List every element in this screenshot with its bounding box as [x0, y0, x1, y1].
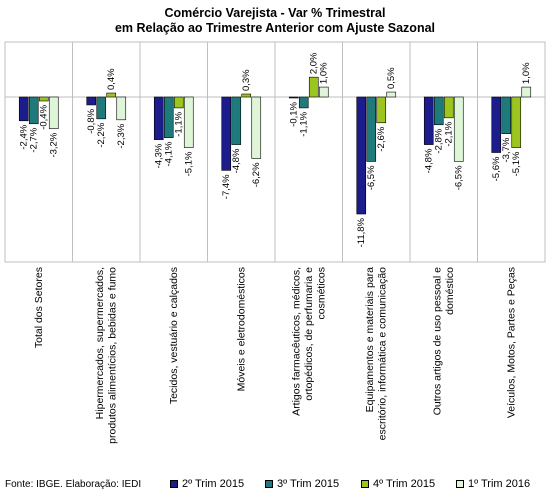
data-label: -2,3%	[116, 123, 127, 148]
category-label: Artigos farmacêuticos, médicos,	[290, 267, 302, 416]
data-label: -11,8%	[356, 217, 367, 247]
data-label: 0,3%	[241, 69, 252, 91]
legend-item-1: 3º Trim 2015	[265, 478, 339, 490]
data-label: -1,1%	[173, 111, 184, 136]
bar	[28, 96, 39, 125]
data-label: -4,1%	[163, 141, 174, 166]
legend-swatch-0	[170, 480, 178, 488]
data-label: -2,2%	[96, 122, 107, 147]
bar	[386, 91, 397, 98]
data-label: -0,8%	[86, 108, 97, 133]
data-label: -4,8%	[423, 148, 434, 173]
legend-label-3: 1º Trim 2016	[468, 478, 531, 490]
legend-item-3: 1º Trim 2016	[456, 478, 530, 490]
data-label: 0,4%	[106, 68, 117, 90]
bar	[453, 96, 464, 162]
category-label: Total dos Setores	[33, 267, 45, 348]
data-label: -4,3%	[153, 143, 164, 168]
bar	[153, 96, 164, 140]
data-label: 1,0%	[318, 62, 329, 84]
category-label: cosméticos	[315, 267, 327, 320]
data-label: -5,6%	[491, 156, 502, 181]
bar	[48, 96, 59, 130]
bar	[116, 96, 127, 121]
data-label: -1,1%	[298, 111, 309, 136]
legend-item-2: 4º Trim 2015	[361, 478, 435, 490]
bar	[18, 96, 29, 122]
data-label: 1,0%	[521, 62, 532, 84]
data-label: -2,1%	[443, 121, 454, 146]
bar	[423, 96, 434, 145]
data-label: -0,4%	[38, 104, 49, 129]
bar	[521, 86, 532, 98]
data-label: -3,7%	[501, 137, 512, 162]
legend-label-1: 3º Trim 2015	[277, 478, 340, 490]
bar	[308, 76, 319, 98]
legend-item-0: 2º Trim 2015	[170, 478, 244, 490]
bar	[288, 96, 299, 99]
data-label: -4,8%	[231, 148, 242, 173]
data-label: -2,8%	[433, 128, 444, 153]
bar	[173, 96, 184, 109]
legend-label-0: 2º Trim 2015	[182, 478, 245, 490]
category-label: ortopédicos, de perfumaria e	[303, 267, 315, 401]
bar	[86, 96, 97, 106]
chart-title-line2: em Relação ao Trimestre Anterior com Aju…	[114, 21, 435, 35]
bar	[231, 96, 242, 145]
category-label: produtos alimentícios, bebidas e fumo	[107, 267, 119, 444]
data-label: -2,4%	[18, 124, 29, 149]
data-label: -5,1%	[511, 151, 522, 176]
data-label: -6,5%	[453, 165, 464, 190]
category-label: Hipermercados, supermercados,	[94, 267, 106, 419]
bar	[443, 96, 454, 119]
bar	[356, 96, 367, 215]
chart-title-line1: Comércio Varejista - Var % Trimestral	[164, 6, 386, 20]
category-label: Veículos, Motos, Partes e Peças	[505, 267, 517, 418]
bar	[251, 96, 262, 159]
data-label: -5,1%	[183, 151, 194, 176]
data-label: -3,2%	[48, 132, 59, 157]
category-label: Tecidos, vestuário e calçados	[168, 267, 180, 404]
legend-swatch-3	[456, 480, 464, 488]
data-label: 2,0%	[308, 52, 319, 74]
category-label: Equipamentos e materiais para	[364, 267, 376, 412]
bar	[298, 96, 309, 109]
legend-swatch-1	[265, 480, 273, 488]
data-label: -6,2%	[251, 162, 262, 187]
bar	[106, 92, 117, 98]
bar	[96, 96, 107, 120]
data-label: -2,7%	[28, 127, 39, 152]
bar	[376, 96, 387, 124]
category-label: Outros artigos de uso pessoal e	[432, 267, 444, 415]
bar	[163, 96, 174, 138]
data-label: 0,5%	[386, 67, 397, 89]
bar	[221, 96, 232, 171]
category-label: escritório, informática e comunicação	[377, 267, 389, 440]
bar	[501, 96, 512, 134]
bar	[491, 96, 502, 153]
bar	[38, 96, 49, 102]
bar	[433, 96, 444, 126]
category-label: Móveis e eletrodomésticos	[235, 267, 247, 391]
data-label: -2,6%	[376, 126, 387, 151]
source-note: Fonte: IBGE. Elaboração: IEDI	[5, 479, 142, 490]
category-label: doméstico	[444, 267, 456, 315]
bar	[318, 86, 329, 98]
data-label: -7,4%	[221, 174, 232, 199]
data-label: -0,1%	[288, 101, 299, 126]
legend-label-2: 4º Trim 2015	[373, 478, 436, 490]
legend-swatch-2	[361, 480, 369, 488]
bar	[241, 93, 252, 98]
data-label: -6,5%	[366, 165, 377, 190]
bar	[511, 96, 522, 148]
bar	[366, 96, 377, 162]
bar	[183, 96, 194, 148]
